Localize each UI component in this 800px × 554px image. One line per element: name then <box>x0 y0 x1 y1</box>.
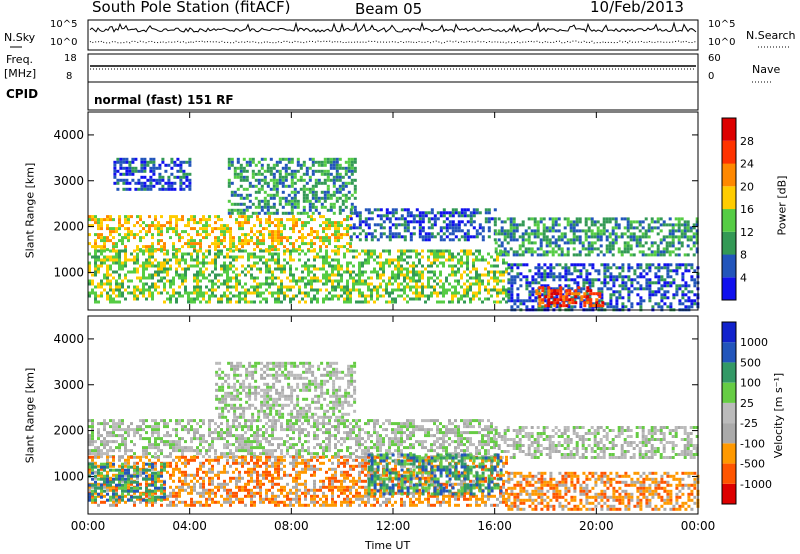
velocity-band-6 <box>88 462 166 502</box>
freq-label: Freq. <box>6 53 34 66</box>
nsearch-tick-top: 10^5 <box>708 19 736 30</box>
velocity-band-5 <box>215 361 357 419</box>
nsearch-label: N.Search <box>746 29 796 42</box>
power-colorbar-tick: 20 <box>740 180 754 193</box>
velocity-colorbar-swatch <box>722 382 736 403</box>
station-title: South Pole Station (fitACF) <box>92 0 291 16</box>
velocity-colorbar-tick: -1000 <box>740 478 772 491</box>
velocity-colorbar-swatch <box>722 342 736 363</box>
velocity-colorbar-swatch <box>722 463 736 484</box>
x-tick-label: 20:00 <box>579 519 614 533</box>
velocity-colorbar-label: Velocity [m s⁻¹] <box>772 372 786 459</box>
velocity-ytick-label: 4000 <box>53 332 84 346</box>
nave-label: Nave <box>752 63 781 76</box>
power-colorbar-label: Power [dB] <box>775 175 789 236</box>
velocity-ytick-label: 2000 <box>53 424 84 438</box>
power-band-7 <box>113 157 192 191</box>
power-band-1 <box>349 208 497 242</box>
velocity-colorbar-tick: 25 <box>740 397 754 410</box>
x-tick-label: 12:00 <box>376 519 411 533</box>
power-colorbar-swatch <box>722 118 736 141</box>
power-colorbar-tick: 4 <box>740 271 747 284</box>
velocity-colorbar-swatch <box>722 322 736 343</box>
velocity-band-3 <box>367 453 503 496</box>
freq-unit-label: [MHz] <box>4 67 37 80</box>
velocity-band-1 <box>494 426 699 459</box>
cpid-label: CPID <box>6 87 39 101</box>
x-tick-label: 00:00 <box>71 519 106 533</box>
nave-tick-bottom: 0 <box>708 71 715 82</box>
nsky-label: N.Sky <box>4 31 36 44</box>
axis-ticks: 4000 3000 2000 1000 4000 3000 2000 1000 00:00 04:… <box>53 112 715 533</box>
power-colorbar-tick: 24 <box>740 158 754 171</box>
nsky-trace <box>89 21 697 33</box>
x-tick-label: 16:00 <box>477 519 512 533</box>
velocity-colorbar-swatch <box>722 362 736 383</box>
nave-tick-top: 60 <box>708 53 721 64</box>
power-ytick-label: 4000 <box>53 128 84 142</box>
power-ylabel: Slant Range [km] <box>23 162 37 259</box>
power-colorbar-tick: 16 <box>740 203 754 216</box>
velocity-colorbar-tick: 1000 <box>740 336 768 349</box>
velocity-panel <box>88 361 700 511</box>
velocity-band-0 <box>88 419 496 459</box>
freq-panel-frame <box>87 53 699 83</box>
colorbars: 28 24 20 16 12 8 4 1000 500 100 25 -25 -100 -500 -1000 <box>721 117 772 505</box>
velocity-colorbar-swatch <box>722 423 736 444</box>
power-ytick-label: 3000 <box>53 174 84 188</box>
power-band-6 <box>227 157 357 215</box>
freq-tick-bottom: 8 <box>66 71 73 82</box>
velocity-ytick-label: 1000 <box>53 469 84 483</box>
power-colorbar-swatch <box>722 186 736 210</box>
velocity-colorbar-tick: -500 <box>740 458 765 471</box>
velocity-colorbar-swatch <box>722 483 736 504</box>
date-label: 10/Feb/2013 <box>590 0 684 16</box>
nsky-panel-frame <box>87 19 699 51</box>
power-colorbar-swatch <box>722 163 736 187</box>
velocity-colorbar-swatch <box>722 443 736 464</box>
power-panel <box>88 157 700 312</box>
nsky-tick-bottom: 10^0 <box>50 37 78 48</box>
beam-label: Beam 05 <box>355 0 423 18</box>
power-colorbar-swatch <box>722 209 736 232</box>
nsearch-trace <box>89 40 697 44</box>
power-colorbar-tick: 12 <box>740 226 754 239</box>
velocity-colorbar-swatch <box>722 402 736 424</box>
velocity-ylabel: Slant Range [km] <box>23 367 37 464</box>
power-band-2 <box>494 217 699 257</box>
power-colorbar-swatch <box>722 231 736 255</box>
power-colorbar-swatch <box>722 254 736 278</box>
power-band-0 <box>88 215 352 252</box>
velocity-colorbar-tick: 100 <box>740 377 761 390</box>
cpid-panel-frame <box>87 81 699 111</box>
velocity-colorbar-tick: -100 <box>740 437 765 450</box>
power-ytick-label: 1000 <box>53 265 84 279</box>
velocity-colorbar-tick: 500 <box>740 356 761 369</box>
x-axis-label: Time UT <box>365 539 411 552</box>
nsearch-tick-bottom: 10^0 <box>708 37 736 48</box>
power-colorbar-tick: 8 <box>740 249 747 262</box>
power-ytick-label: 2000 <box>53 220 84 234</box>
velocity-band-4 <box>507 471 700 511</box>
freq-tick-top: 18 <box>64 53 77 64</box>
x-tick-label: 00:00 <box>681 519 716 533</box>
velocity-colorbar-tick: -25 <box>740 417 758 430</box>
nsky-tick-top: 10^5 <box>50 19 78 30</box>
power-band-3 <box>88 249 508 304</box>
x-tick-label: 04:00 <box>172 519 207 533</box>
velocity-ytick-label: 3000 <box>53 378 84 392</box>
cpid-value: normal (fast) 151 RF <box>94 93 234 107</box>
power-colorbar-tick: 28 <box>740 135 754 148</box>
x-tick-label: 08:00 <box>274 519 309 533</box>
power-colorbar-swatch <box>722 140 736 164</box>
power-colorbar-swatch <box>722 277 736 301</box>
